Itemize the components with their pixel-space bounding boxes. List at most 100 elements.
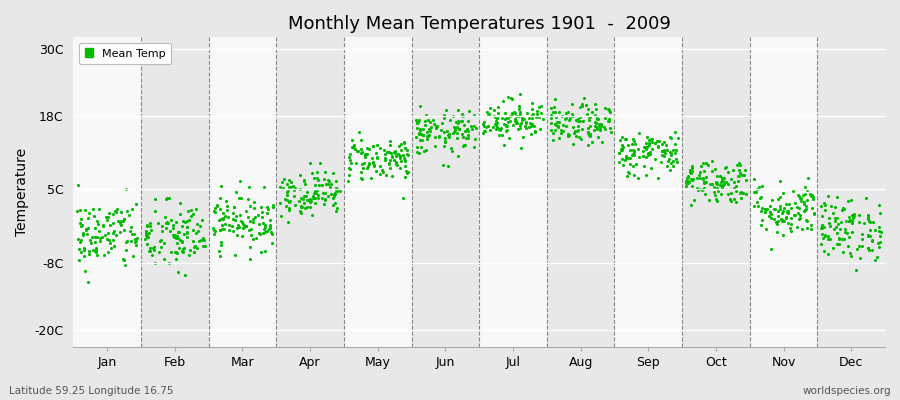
Point <box>369 168 383 174</box>
Point <box>522 124 536 130</box>
Point <box>679 183 693 190</box>
Point <box>758 206 772 212</box>
Point <box>680 178 695 184</box>
Point <box>729 199 743 205</box>
Point <box>788 200 803 206</box>
Point <box>655 148 670 155</box>
Point <box>726 184 741 191</box>
Point <box>158 214 172 220</box>
Point <box>248 214 262 220</box>
Point <box>298 193 312 200</box>
Point <box>351 147 365 154</box>
Point <box>227 204 241 210</box>
Point <box>284 198 298 204</box>
Point <box>491 115 505 122</box>
Point <box>169 256 184 262</box>
Point <box>356 149 370 155</box>
Point <box>806 210 821 217</box>
Point <box>612 159 626 165</box>
Point <box>341 154 356 160</box>
Point <box>534 126 548 133</box>
Point <box>254 204 268 210</box>
Point <box>237 222 251 228</box>
Point <box>562 114 577 121</box>
Point <box>278 196 293 202</box>
Point <box>281 219 295 225</box>
Point <box>451 120 465 127</box>
Point <box>119 239 133 245</box>
Point <box>802 191 816 197</box>
Point <box>770 220 784 227</box>
Point <box>490 115 504 122</box>
Point <box>74 248 88 255</box>
Point <box>832 240 846 247</box>
Point <box>319 181 333 187</box>
Point <box>411 130 426 136</box>
Point <box>112 220 127 226</box>
Point <box>508 120 523 126</box>
Point <box>788 212 802 218</box>
Point <box>746 188 760 195</box>
Point <box>170 240 184 246</box>
Point <box>523 120 537 126</box>
Point <box>451 152 465 159</box>
Point <box>456 134 471 140</box>
Point <box>345 144 359 150</box>
Point <box>800 217 814 224</box>
Point <box>620 142 634 148</box>
Point <box>370 154 384 160</box>
Point <box>490 118 504 124</box>
Point <box>764 197 778 204</box>
Point <box>598 115 612 121</box>
Point <box>195 234 210 241</box>
Point <box>872 202 886 208</box>
Point <box>160 219 175 226</box>
Point <box>555 113 570 120</box>
Point <box>713 182 727 188</box>
Point <box>457 127 472 134</box>
Point <box>735 171 750 178</box>
Point <box>453 126 467 132</box>
Point <box>410 144 424 150</box>
Point <box>526 111 540 117</box>
Point <box>303 160 318 166</box>
Point <box>806 196 820 202</box>
Point <box>670 159 684 166</box>
Point <box>651 144 665 150</box>
Point <box>572 118 587 124</box>
Point <box>655 141 670 147</box>
Point <box>374 167 389 174</box>
Point <box>752 195 767 202</box>
Point <box>117 216 131 222</box>
Point <box>581 114 596 120</box>
Point <box>392 143 406 149</box>
Point <box>590 115 605 122</box>
Point <box>857 220 871 226</box>
Point <box>696 174 710 181</box>
Point <box>106 237 121 243</box>
Point <box>398 174 412 180</box>
Point <box>545 137 560 143</box>
Point <box>861 245 876 251</box>
Point <box>230 232 245 238</box>
Point <box>723 196 737 202</box>
Point <box>716 178 730 184</box>
Point <box>468 135 482 142</box>
Point <box>506 122 520 128</box>
Point <box>706 180 720 187</box>
Point <box>180 234 194 240</box>
Point <box>74 216 88 222</box>
Point <box>651 175 665 181</box>
Point <box>418 122 432 128</box>
Point <box>243 218 257 225</box>
Point <box>461 127 475 134</box>
Text: worldspecies.org: worldspecies.org <box>803 386 891 396</box>
Point <box>308 188 322 194</box>
Point <box>279 203 293 209</box>
Point <box>343 166 357 172</box>
Point <box>180 218 194 224</box>
Bar <box>682 37 750 347</box>
Point <box>378 151 392 157</box>
Point <box>297 200 311 206</box>
Point <box>716 174 730 181</box>
